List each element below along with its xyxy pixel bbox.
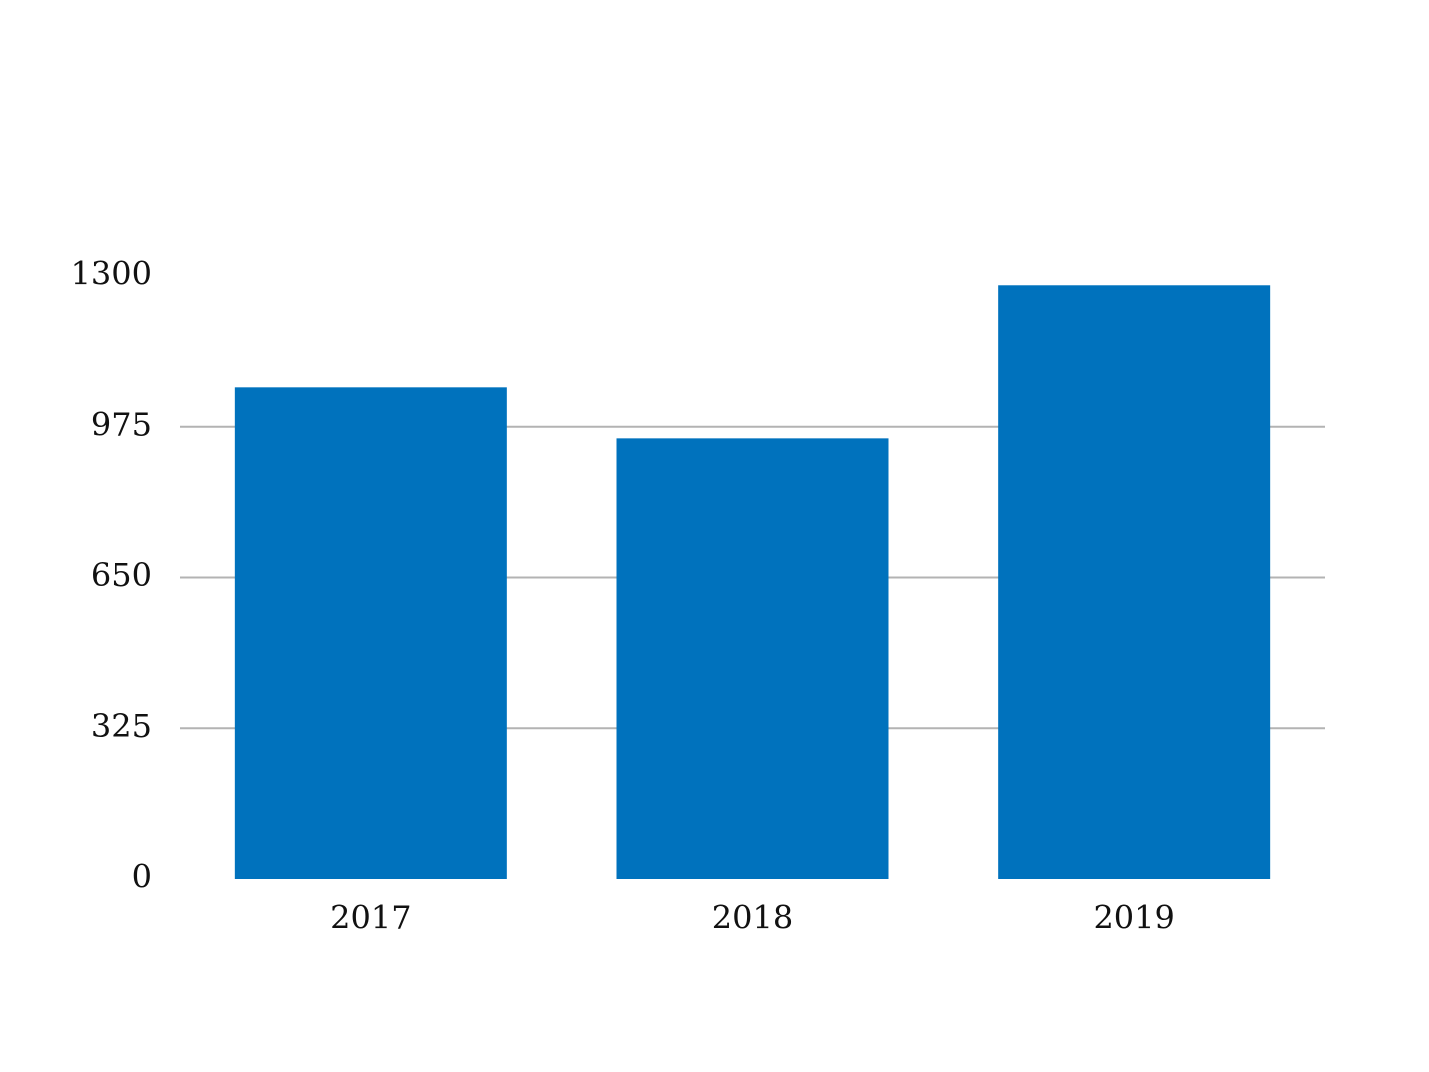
- bar-2019: [998, 285, 1271, 879]
- x-tick-label-2018: 2018: [712, 899, 793, 937]
- y-tick-label-650: 650: [91, 556, 152, 594]
- y-tick-label-0: 0: [132, 858, 152, 896]
- x-axis-tick-labels: 2017 2018 2019: [330, 899, 1175, 937]
- x-tick-label-2017: 2017: [330, 899, 411, 937]
- bar-2018: [616, 438, 889, 879]
- bar-2017: [234, 387, 507, 879]
- y-tick-label-975: 975: [91, 405, 152, 443]
- y-tick-label-1300: 1300: [71, 255, 152, 293]
- y-tick-label-325: 325: [91, 707, 152, 745]
- x-tick-label-2019: 2019: [1093, 899, 1174, 937]
- bars: [234, 285, 1271, 879]
- y-axis-tick-labels: 0 325 650 975 1300: [71, 255, 152, 896]
